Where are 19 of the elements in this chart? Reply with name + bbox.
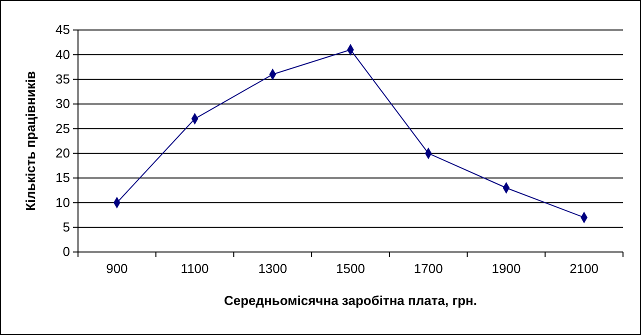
x-tick-label: 900 — [106, 261, 128, 276]
y-tick-label: 10 — [56, 194, 70, 210]
y-axis-title: Кількість працівників — [23, 71, 38, 211]
x-tick-label: 1900 — [492, 261, 521, 276]
y-tick-label: 30 — [56, 96, 70, 112]
y-tick-label: 40 — [56, 46, 70, 62]
y-tick-label: 25 — [56, 120, 70, 136]
y-tick-label: 45 — [56, 22, 70, 38]
y-tick-label: 0 — [62, 244, 70, 260]
x-tick-label: 1700 — [414, 261, 443, 276]
y-tick-label: 15 — [56, 170, 70, 186]
y-tick-label: 5 — [62, 219, 70, 234]
x-axis-title: Середньомісячна заробітна плата, грн. — [224, 293, 478, 308]
x-tick-label: 2100 — [570, 261, 599, 276]
x-tick-label: 1300 — [258, 261, 288, 276]
x-tick-label: 1500 — [336, 261, 365, 276]
y-tick-label: 20 — [56, 145, 70, 160]
y-tick-label: 35 — [56, 71, 70, 86]
x-tick-label: 1100 — [180, 261, 209, 276]
